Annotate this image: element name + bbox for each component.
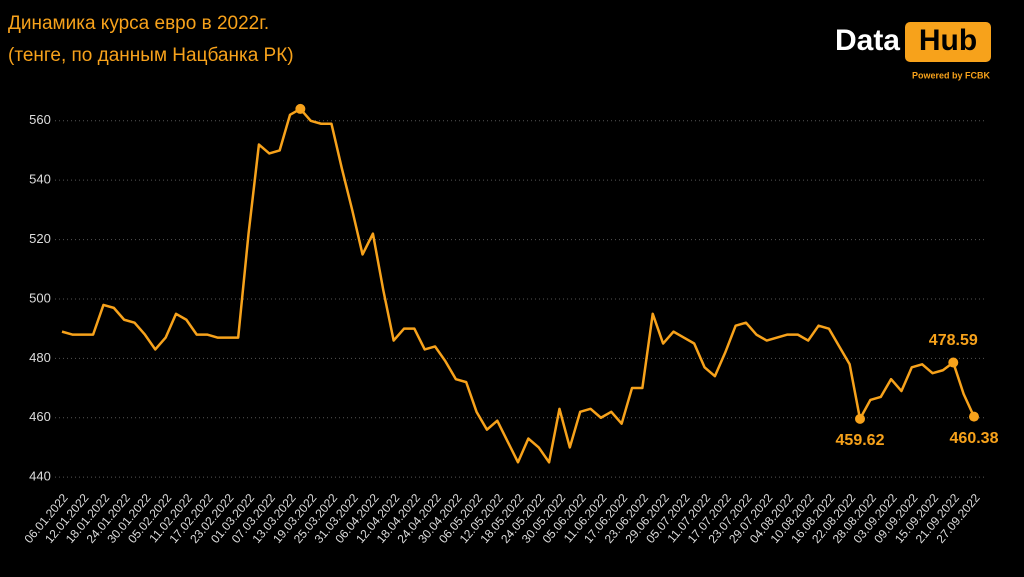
point-marker	[295, 103, 306, 114]
y-tick-label: 540	[29, 172, 51, 187]
data-label: 459.62	[836, 432, 885, 449]
y-tick-label: 520	[29, 231, 51, 246]
y-tick-label: 460	[29, 409, 51, 424]
point-marker	[948, 357, 959, 368]
y-tick-label: 440	[29, 469, 51, 484]
logo-badge: Hub	[919, 24, 977, 57]
logo-text: Data	[835, 24, 900, 57]
y-tick-label: 480	[29, 350, 51, 365]
logo-tagline: Powered by FCBK	[912, 70, 991, 80]
data-label: 460.38	[950, 430, 999, 447]
chart-subtitle: (тенге, по данным Нацбанка РК)	[8, 45, 294, 66]
logo-badge-bg	[905, 22, 991, 62]
chart-title: Динамика курса евро в 2022г.	[8, 13, 269, 34]
point-marker	[969, 411, 979, 422]
line	[61, 107, 976, 464]
point-marker	[855, 413, 865, 424]
y-tick-label: 500	[29, 290, 51, 305]
data-label: 478.59	[929, 332, 978, 349]
y-tick-label: 560	[29, 112, 51, 127]
